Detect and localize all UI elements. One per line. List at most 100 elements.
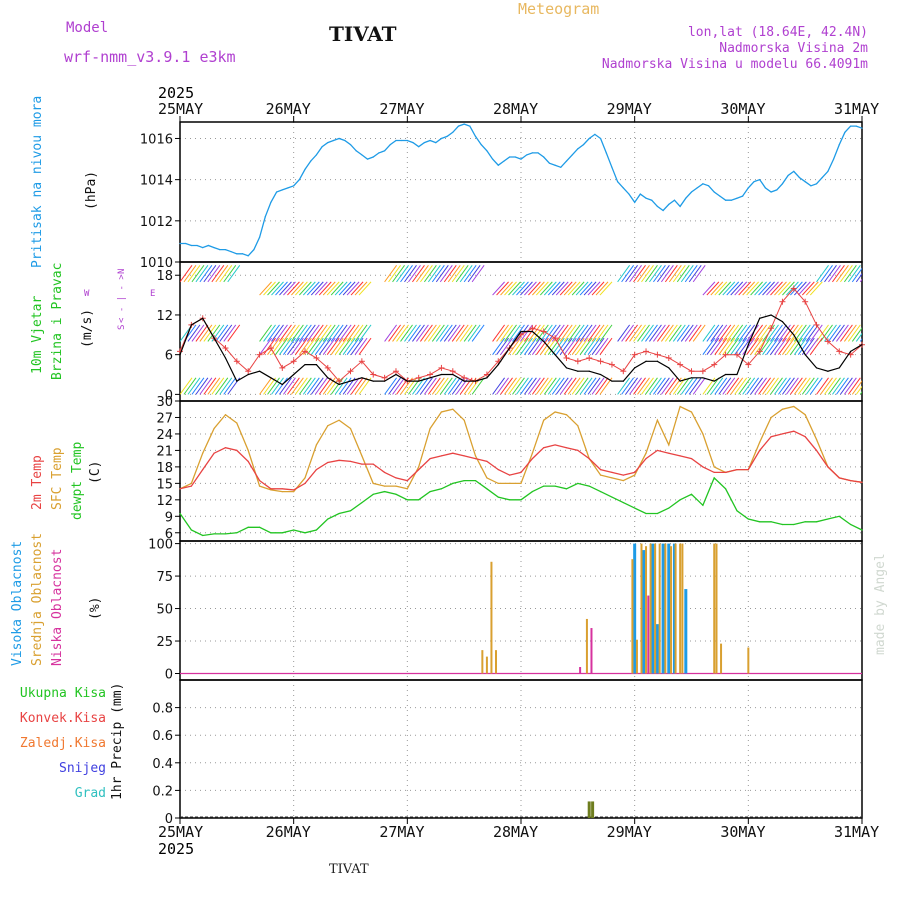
wind-barb [342,337,356,355]
pressure-point [196,244,198,247]
cloud-bar [664,543,667,674]
wind-barb [275,337,288,355]
temp-2m-point [634,471,636,473]
dewpt-temp-point [293,529,295,531]
wind-barb [524,281,537,296]
wind-speed-black-point [270,377,272,379]
wind-barb [195,324,209,342]
wind-barb [416,377,429,395]
wind-barb [215,377,229,395]
dewpt-temp-point [702,504,704,506]
wind-barb [641,265,654,283]
sfc-temp-point [531,452,533,454]
wind-barb [617,324,631,342]
wind-barb [267,377,280,395]
wind-barb [583,377,597,395]
wind-barb [836,324,849,342]
wind-barb [676,377,690,395]
wind-speed-black-point [668,367,670,369]
wind-barb [326,337,340,355]
wind-barb [543,337,557,355]
sfc-temp-point [440,411,443,413]
wind-barb [279,281,292,296]
wind-barb [306,337,320,355]
wind-speed-black-point [349,380,352,382]
cloud-bar [631,559,634,674]
wind-barb [291,281,304,296]
wind-speed-point [790,285,797,292]
wind-barb [762,281,775,296]
wind-barb [508,324,521,342]
wind-barb [579,281,593,296]
wind-barb [267,324,280,342]
wind-barb [492,337,505,355]
cloud-bar [649,543,652,674]
temp-2m-point [804,436,806,438]
wind-barb [595,324,609,342]
wind-speed-black-point [474,380,477,382]
wind-speed-black-point [452,373,454,376]
top-tick-29MAY: 29MAY [606,100,652,118]
wind-speed-black-point [304,363,306,366]
dewpt-temp-point [679,499,681,501]
wind-barb [746,281,759,296]
dewpt-temp-point [372,493,374,495]
ytick-label: 18 [156,269,173,284]
wind-barb [836,265,849,283]
wind-barb [512,281,525,296]
wind-barb [435,377,449,395]
pressure-point [588,137,590,140]
wind-barb [633,324,646,342]
wind-barb [774,281,787,296]
temp-2m-point [440,455,443,457]
wind-barb [283,337,296,355]
pressure-point [526,154,528,156]
wind-barb [847,265,861,283]
wind-barb [591,337,605,355]
pressure-point [293,185,295,187]
temp-2m-point [384,471,386,473]
wind-barb [459,324,473,342]
wind-barb [310,377,324,395]
wind-barb [443,265,457,283]
wind-speed-black-point [804,354,806,356]
wind-barb [504,281,517,296]
ytick-label: 1014 [140,174,173,189]
sfc-temp-point [429,427,431,430]
pressure-point [446,135,448,138]
sfc-temp-point [293,490,295,493]
wind-speed-point [222,345,229,352]
wind-barb [832,265,845,283]
wind-barb [629,265,642,283]
dewpt-temp-point [656,512,659,515]
wind-barb [330,337,344,355]
wind-barb [738,324,752,342]
wind-speed-black-point [224,357,227,359]
wind-barb [500,281,513,296]
pressure-point [662,209,664,212]
wind-barb [567,281,581,296]
temp-2m-point [656,449,659,452]
ytick-label: 50 [156,603,173,618]
wind-speed-point [654,351,661,358]
pressure-point [634,201,636,203]
wind-barb [710,324,724,342]
wind-speed-point [643,348,650,355]
pressure-point [230,251,232,253]
wind-barb [801,377,815,395]
wind-barb [227,265,241,283]
wind-barb [275,377,288,395]
wind-barb [653,324,666,342]
wind-barb [726,337,740,355]
wind-barb [722,324,736,342]
pressure-point [764,187,766,189]
pressure-point [622,187,624,189]
cloud-bar [640,543,643,674]
wind-speed-point [415,374,422,381]
wind-speed-point [370,371,377,378]
temp-2m-point [543,447,545,449]
wind-barb [294,377,308,395]
wind-barb [824,265,837,283]
wind-speed-black-point [622,380,624,382]
ytick-label: 12 [156,309,173,324]
